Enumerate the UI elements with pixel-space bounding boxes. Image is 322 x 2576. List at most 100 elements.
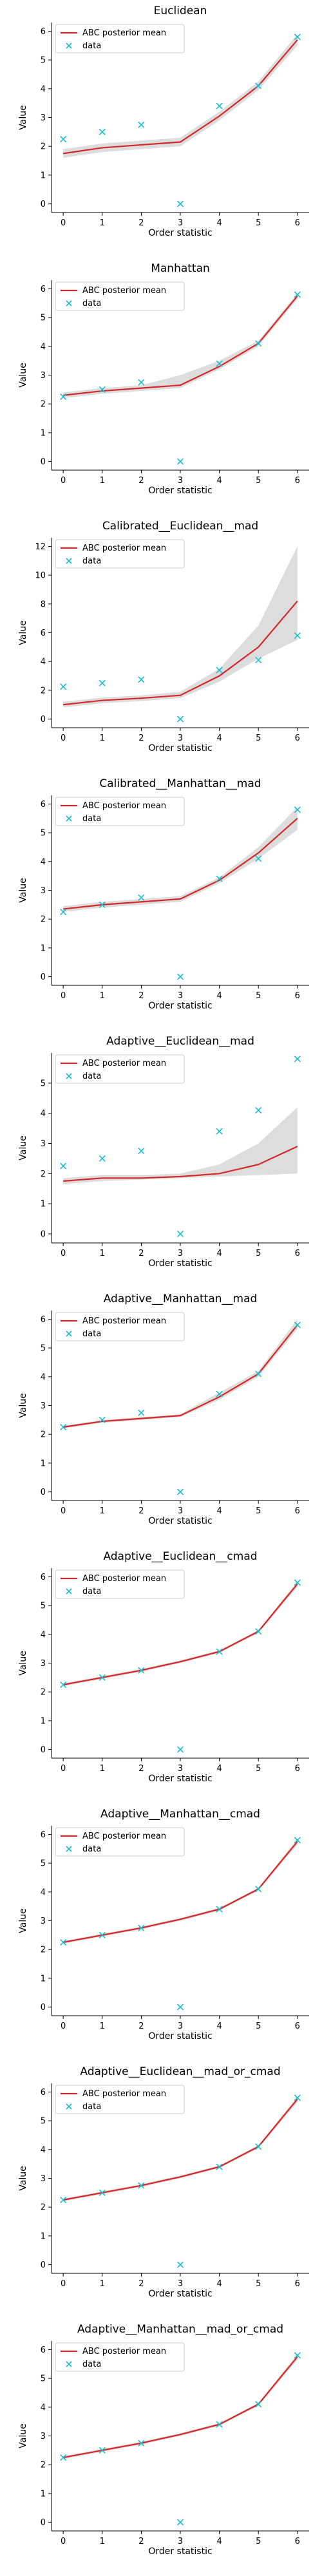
legend: ABC posterior mean data bbox=[55, 539, 185, 569]
x-tick-label: 0 bbox=[61, 2279, 66, 2289]
y-tick-label: 5 bbox=[41, 56, 46, 66]
x-tick-label: 4 bbox=[216, 2279, 222, 2289]
y-tick-label: 2 bbox=[41, 915, 46, 925]
legend-label-data: data bbox=[82, 1587, 101, 1596]
x-tick-label: 5 bbox=[256, 218, 261, 228]
x-tick-label: 4 bbox=[216, 476, 222, 486]
x-tick-label: 1 bbox=[100, 734, 105, 743]
data-point bbox=[176, 973, 184, 980]
x-tick-label: 5 bbox=[256, 2279, 261, 2289]
legend: ABC posterior mean data bbox=[55, 797, 185, 826]
data-point bbox=[255, 855, 262, 862]
data-point bbox=[294, 1321, 301, 1329]
y-tick-label: 2 bbox=[41, 142, 46, 152]
legend-box bbox=[55, 797, 185, 826]
x-tick-label: 0 bbox=[61, 2537, 66, 2546]
x-tick-label: 3 bbox=[178, 2537, 183, 2546]
x-tick-label: 6 bbox=[295, 734, 300, 743]
x-tick-label: 1 bbox=[100, 2022, 105, 2031]
chart-title: Euclidean bbox=[154, 5, 207, 17]
x-tick-label: 0 bbox=[61, 2022, 66, 2031]
legend-box bbox=[55, 1312, 185, 1341]
data-point bbox=[138, 676, 145, 683]
legend-label-data: data bbox=[82, 556, 101, 566]
x-axis-label: Order statistic bbox=[148, 2289, 212, 2299]
data-point bbox=[99, 1416, 106, 1423]
x-axis-label: Order statistic bbox=[148, 1516, 212, 1526]
data-point bbox=[294, 2352, 301, 2359]
y-tick-label: 6 bbox=[41, 2345, 46, 2355]
y-tick-label: 1 bbox=[41, 1974, 46, 1984]
data-point bbox=[216, 102, 223, 109]
chart-1: Euclidean 0 1 2 3 4 5 6 0 1 2 3 4 5 6 Order statistic Va… bbox=[18, 5, 309, 238]
legend-label-mean: ABC posterior mean bbox=[82, 544, 166, 553]
x-tick-label: 4 bbox=[216, 2022, 222, 2031]
y-tick-label: 3 bbox=[41, 1139, 46, 1149]
x-tick-label: 0 bbox=[61, 218, 66, 228]
data-point bbox=[138, 1148, 145, 1155]
x-tick-label: 5 bbox=[256, 734, 261, 743]
x-tick-label: 0 bbox=[61, 1249, 66, 1258]
legend-label-data: data bbox=[82, 814, 101, 824]
legend-label-mean: ABC posterior mean bbox=[82, 28, 166, 38]
x-tick-label: 5 bbox=[256, 991, 261, 1001]
y-tick-label: 3 bbox=[41, 886, 46, 896]
legend-label-mean: ABC posterior mean bbox=[82, 2089, 166, 2099]
y-tick-label: 3 bbox=[41, 2174, 46, 2184]
x-tick-label: 6 bbox=[295, 1249, 300, 1258]
y-tick-label: 0 bbox=[41, 200, 46, 209]
y-axis-label: Value bbox=[18, 620, 28, 645]
data-point bbox=[138, 1667, 145, 1674]
posterior-band bbox=[63, 33, 298, 158]
chart-title: Adaptive__Manhattan__mad bbox=[104, 1293, 258, 1305]
legend: ABC posterior mean data bbox=[55, 24, 185, 53]
x-tick-label: 3 bbox=[178, 1506, 183, 1516]
y-tick-label: 2 bbox=[41, 686, 46, 696]
x-tick-label: 6 bbox=[295, 2022, 300, 2031]
legend-data-swatch bbox=[66, 43, 72, 49]
x-tick-label: 3 bbox=[178, 734, 183, 743]
legend-box bbox=[55, 2342, 185, 2372]
y-tick-label: 1 bbox=[41, 1459, 46, 1468]
data-point bbox=[294, 632, 301, 639]
legend: ABC posterior mean data bbox=[55, 281, 185, 311]
y-axis-label: Value bbox=[18, 878, 28, 902]
y-tick-label: 6 bbox=[41, 1830, 46, 1840]
x-tick-label: 2 bbox=[138, 1506, 144, 1516]
data-point bbox=[99, 1155, 106, 1162]
posterior-mean-line bbox=[63, 600, 298, 706]
y-tick-label: 2 bbox=[41, 400, 46, 410]
posterior-mean-line bbox=[62, 1583, 298, 1686]
legend: ABC posterior mean data bbox=[55, 1054, 185, 1084]
x-tick-label: 4 bbox=[216, 734, 222, 743]
y-tick-label: 5 bbox=[41, 314, 46, 323]
legend-data-swatch bbox=[66, 2103, 72, 2110]
x-axis-label: Order statistic bbox=[148, 228, 212, 238]
legend-box bbox=[55, 539, 185, 569]
posterior-mean-line bbox=[62, 2356, 298, 2459]
legend-label-data: data bbox=[82, 299, 101, 308]
y-tick-label: 4 bbox=[41, 1888, 46, 1897]
chart-8: Adaptive__Manhattan__cmad 0 1 2 3 4 5 6 0 1 2 3 4 5 6 O… bbox=[18, 1808, 309, 2041]
legend-label-data: data bbox=[82, 2360, 101, 2369]
posterior-band bbox=[63, 546, 298, 708]
data-point bbox=[176, 1488, 184, 1495]
chart-title: Adaptive__Manhattan__mad_or_cmad bbox=[77, 2323, 283, 2336]
legend-label-mean: ABC posterior mean bbox=[82, 286, 166, 296]
chart-title: Adaptive__Euclidean__cmad bbox=[103, 1550, 257, 1563]
data-point bbox=[60, 2196, 67, 2204]
data-point bbox=[216, 1906, 223, 1913]
data-point bbox=[255, 1370, 262, 1378]
legend-data-swatch bbox=[66, 2361, 72, 2367]
chart-7: Adaptive__Euclidean__cmad 0 1 2 3 4 5 6 0 1 2 3 4 5 6 O… bbox=[18, 1550, 309, 1784]
x-axis-label: Order statistic bbox=[148, 743, 212, 753]
data-point bbox=[255, 1628, 262, 1635]
data-point bbox=[99, 2189, 106, 2196]
chart-9: Adaptive__Euclidean__mad_or_cmad 0 1 2 3 4 5 6 0… bbox=[18, 2065, 309, 2299]
data-point bbox=[60, 1162, 67, 1170]
data-point bbox=[176, 200, 184, 207]
data-point bbox=[99, 679, 106, 687]
y-tick-label: 2 bbox=[41, 1430, 46, 1440]
